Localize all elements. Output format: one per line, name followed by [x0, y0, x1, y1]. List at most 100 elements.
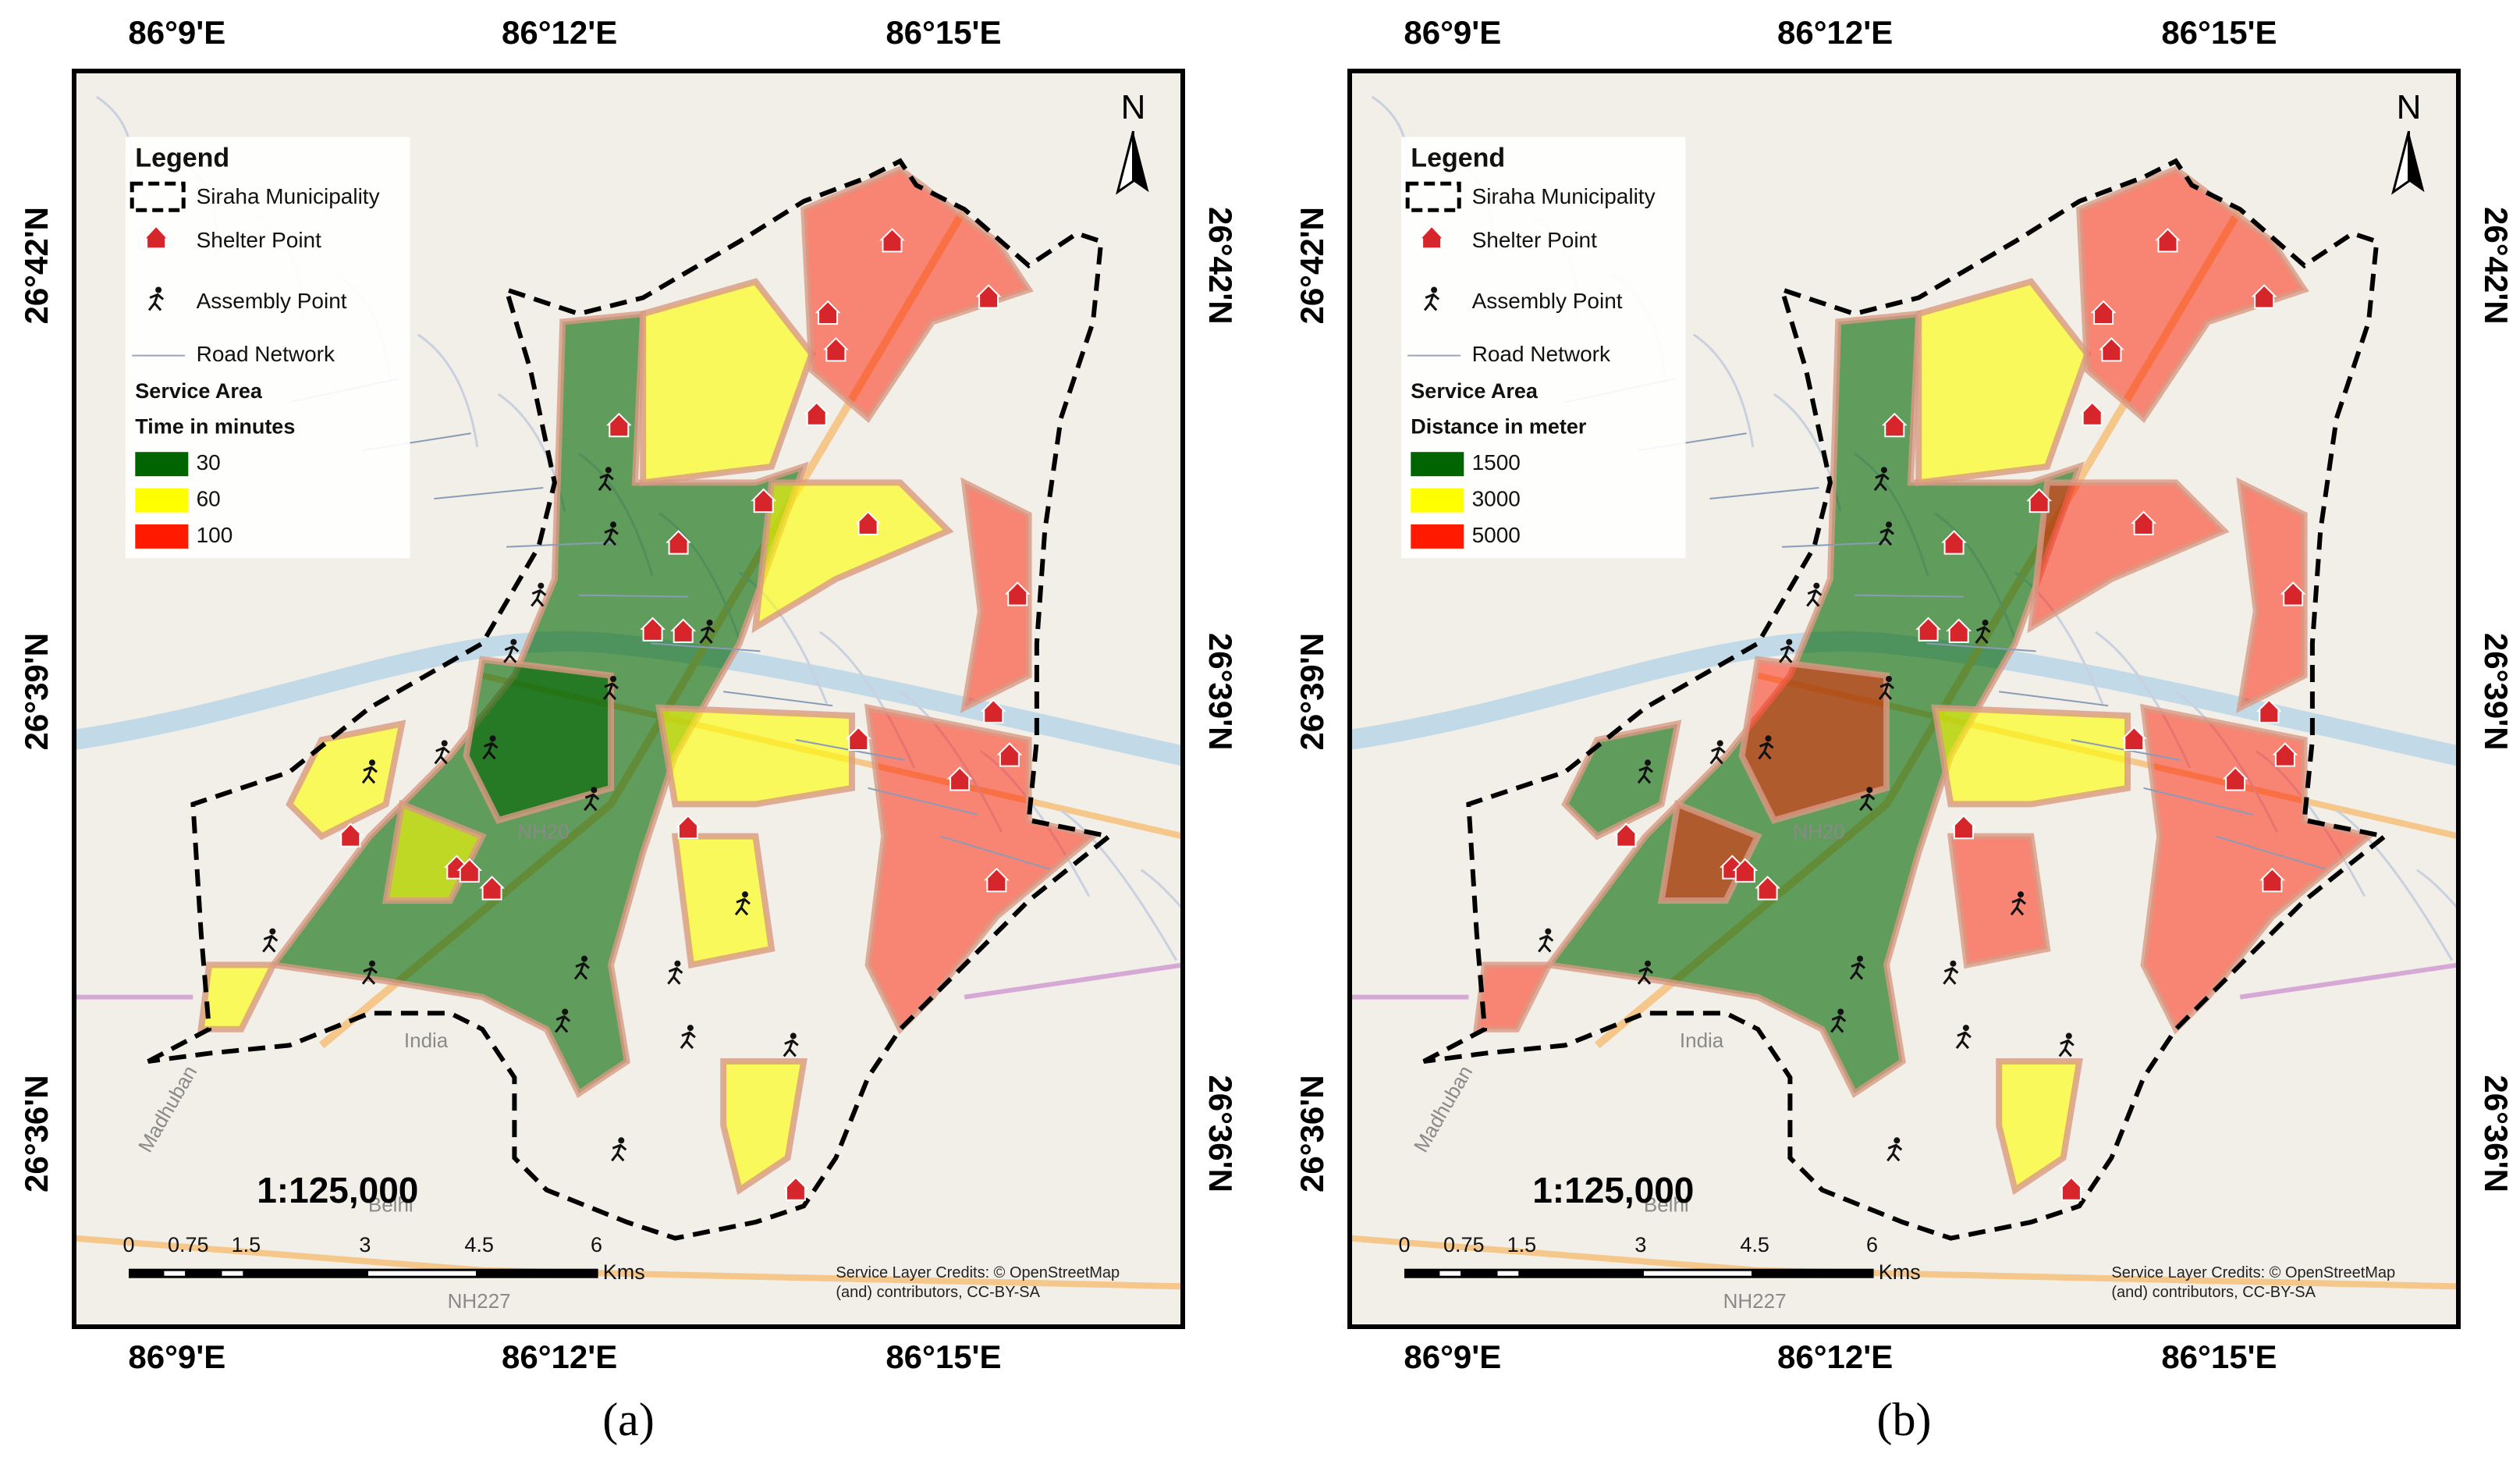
scale-tick-label: 3: [359, 1233, 371, 1256]
service-area: [1996, 1058, 2083, 1196]
scale-tick-label: 6: [591, 1233, 602, 1256]
class-swatch: [1411, 488, 1464, 513]
basemap-label: Belhi: [368, 1192, 413, 1216]
shelter-point: [2121, 726, 2147, 751]
assembly-swatch: [147, 293, 165, 311]
shelter-point: [2222, 766, 2248, 791]
legend-box: [1400, 137, 1686, 559]
assembly-point: [2010, 897, 2026, 916]
shelter-point: [855, 510, 882, 535]
basemap-label: NH227: [1723, 1289, 1787, 1313]
assembly-point-head: [562, 1008, 569, 1015]
scale-bar-segment: [222, 1271, 243, 1276]
credits: Service Layer Credits: © OpenStreetMap: [836, 1264, 1120, 1281]
road: [651, 642, 761, 652]
assembly-point: [1878, 528, 1894, 546]
class-label: 30: [197, 450, 221, 474]
boundary-swatch: [1405, 181, 1461, 212]
top-coordinate: 86°9'E: [1404, 14, 1501, 51]
credits: Service Layer Credits: © OpenStreetMap: [2111, 1264, 2395, 1281]
scale-bar: [1404, 1268, 1874, 1278]
scale-tick-label: 6: [1866, 1233, 1878, 1256]
assembly-swatch-head: [1431, 286, 1438, 293]
assembly-point: [573, 961, 590, 980]
assembly-point: [1849, 961, 1865, 980]
shelter-point: [751, 488, 777, 514]
assembly-point-head: [618, 1137, 625, 1144]
map-frame: [1347, 69, 2461, 1329]
basemap-label: Belhi: [1644, 1192, 1689, 1216]
left-coordinate: 26°36'N: [18, 1075, 55, 1192]
road: [1854, 594, 1964, 598]
assembly-point: [783, 1039, 799, 1057]
class-label: 60: [197, 486, 221, 510]
assembly-point-head: [605, 467, 612, 474]
assembly-point-head: [489, 735, 496, 742]
shelter-point: [337, 823, 364, 848]
scale-tick-label: 4.5: [464, 1233, 494, 1256]
legend-box: [125, 137, 410, 559]
shelter-point: [1946, 618, 1972, 643]
assembly-point-head: [1857, 955, 1863, 962]
road: [1782, 541, 1892, 548]
shelter-point: [2256, 698, 2282, 723]
basemap-label: NH227: [448, 1289, 511, 1313]
legend-text: Service Area: [135, 379, 263, 403]
assembly-point: [2058, 1039, 2075, 1057]
legend-text: Legend: [1411, 143, 1505, 172]
assembly-point: [1830, 1015, 1847, 1033]
assembly-point-head: [1962, 1025, 1969, 1032]
assembly-point: [1955, 1031, 1972, 1050]
scale-unit: Kms: [1879, 1260, 1921, 1284]
right-coordinate: 26°42'N: [2478, 207, 2515, 325]
assembly-point: [1779, 645, 1795, 663]
assembly-point: [555, 1015, 571, 1033]
right-coordinate: 26°36'N: [1202, 1075, 1239, 1192]
credits: (and) contributors, CC-BY-SA: [836, 1284, 1040, 1301]
shelter-point: [670, 618, 697, 643]
assembly-point-head: [687, 1025, 694, 1032]
minor-road: [2415, 869, 2458, 912]
shelter-point: [1613, 823, 1639, 848]
assembly-point-head: [1837, 1008, 1844, 1015]
service-area: [864, 703, 1100, 1035]
class-swatch: [135, 524, 189, 549]
boundary-river: [74, 962, 1183, 1000]
map-frame: [72, 69, 1185, 1329]
right-coordinate: 26°42'N: [1202, 207, 1239, 325]
left-coordinate: 26°42'N: [1294, 207, 1330, 325]
shelter-point: [2090, 300, 2117, 325]
assembly-point-head: [441, 740, 448, 747]
minor-road: [417, 333, 479, 448]
shelter-point: [1941, 530, 1968, 555]
road: [434, 487, 544, 499]
legend-text: Assembly Point: [197, 289, 347, 313]
boundary-river: [1350, 962, 2458, 1000]
assembly-point: [262, 934, 279, 953]
service-area: [751, 479, 954, 634]
scale-bar: [129, 1268, 598, 1278]
left-coordinate: 26°42'N: [18, 207, 55, 325]
road: [940, 835, 1050, 870]
assembly-point-head: [1880, 467, 1887, 474]
assembly-point-head: [706, 619, 713, 626]
assembly-swatch-head: [155, 286, 162, 293]
shelter-point: [983, 867, 1010, 893]
service-area: [671, 833, 776, 969]
legend-text: Distance in meter: [1411, 414, 1587, 438]
minor-road: [2335, 809, 2454, 961]
assembly-point: [531, 588, 547, 607]
bottom-coordinate: 86°12'E: [502, 1338, 617, 1375]
scale-tick-label: 0: [122, 1233, 134, 1256]
assembly-point-head: [742, 891, 748, 898]
bottom-coordinate: 86°15'E: [886, 1338, 1001, 1375]
basemap-label: India: [404, 1029, 449, 1052]
bottom-coordinate: 86°15'E: [2161, 1338, 2277, 1375]
map-panel: NH20IndiaBelhiNH227MadhubanLegendSiraha …: [1347, 69, 2461, 1329]
service-area: [197, 961, 279, 1032]
assembly-point-head: [591, 787, 598, 794]
shelter-point: [1950, 814, 1977, 840]
class-label: 5000: [1472, 523, 1521, 547]
assembly-point: [1758, 741, 1774, 760]
